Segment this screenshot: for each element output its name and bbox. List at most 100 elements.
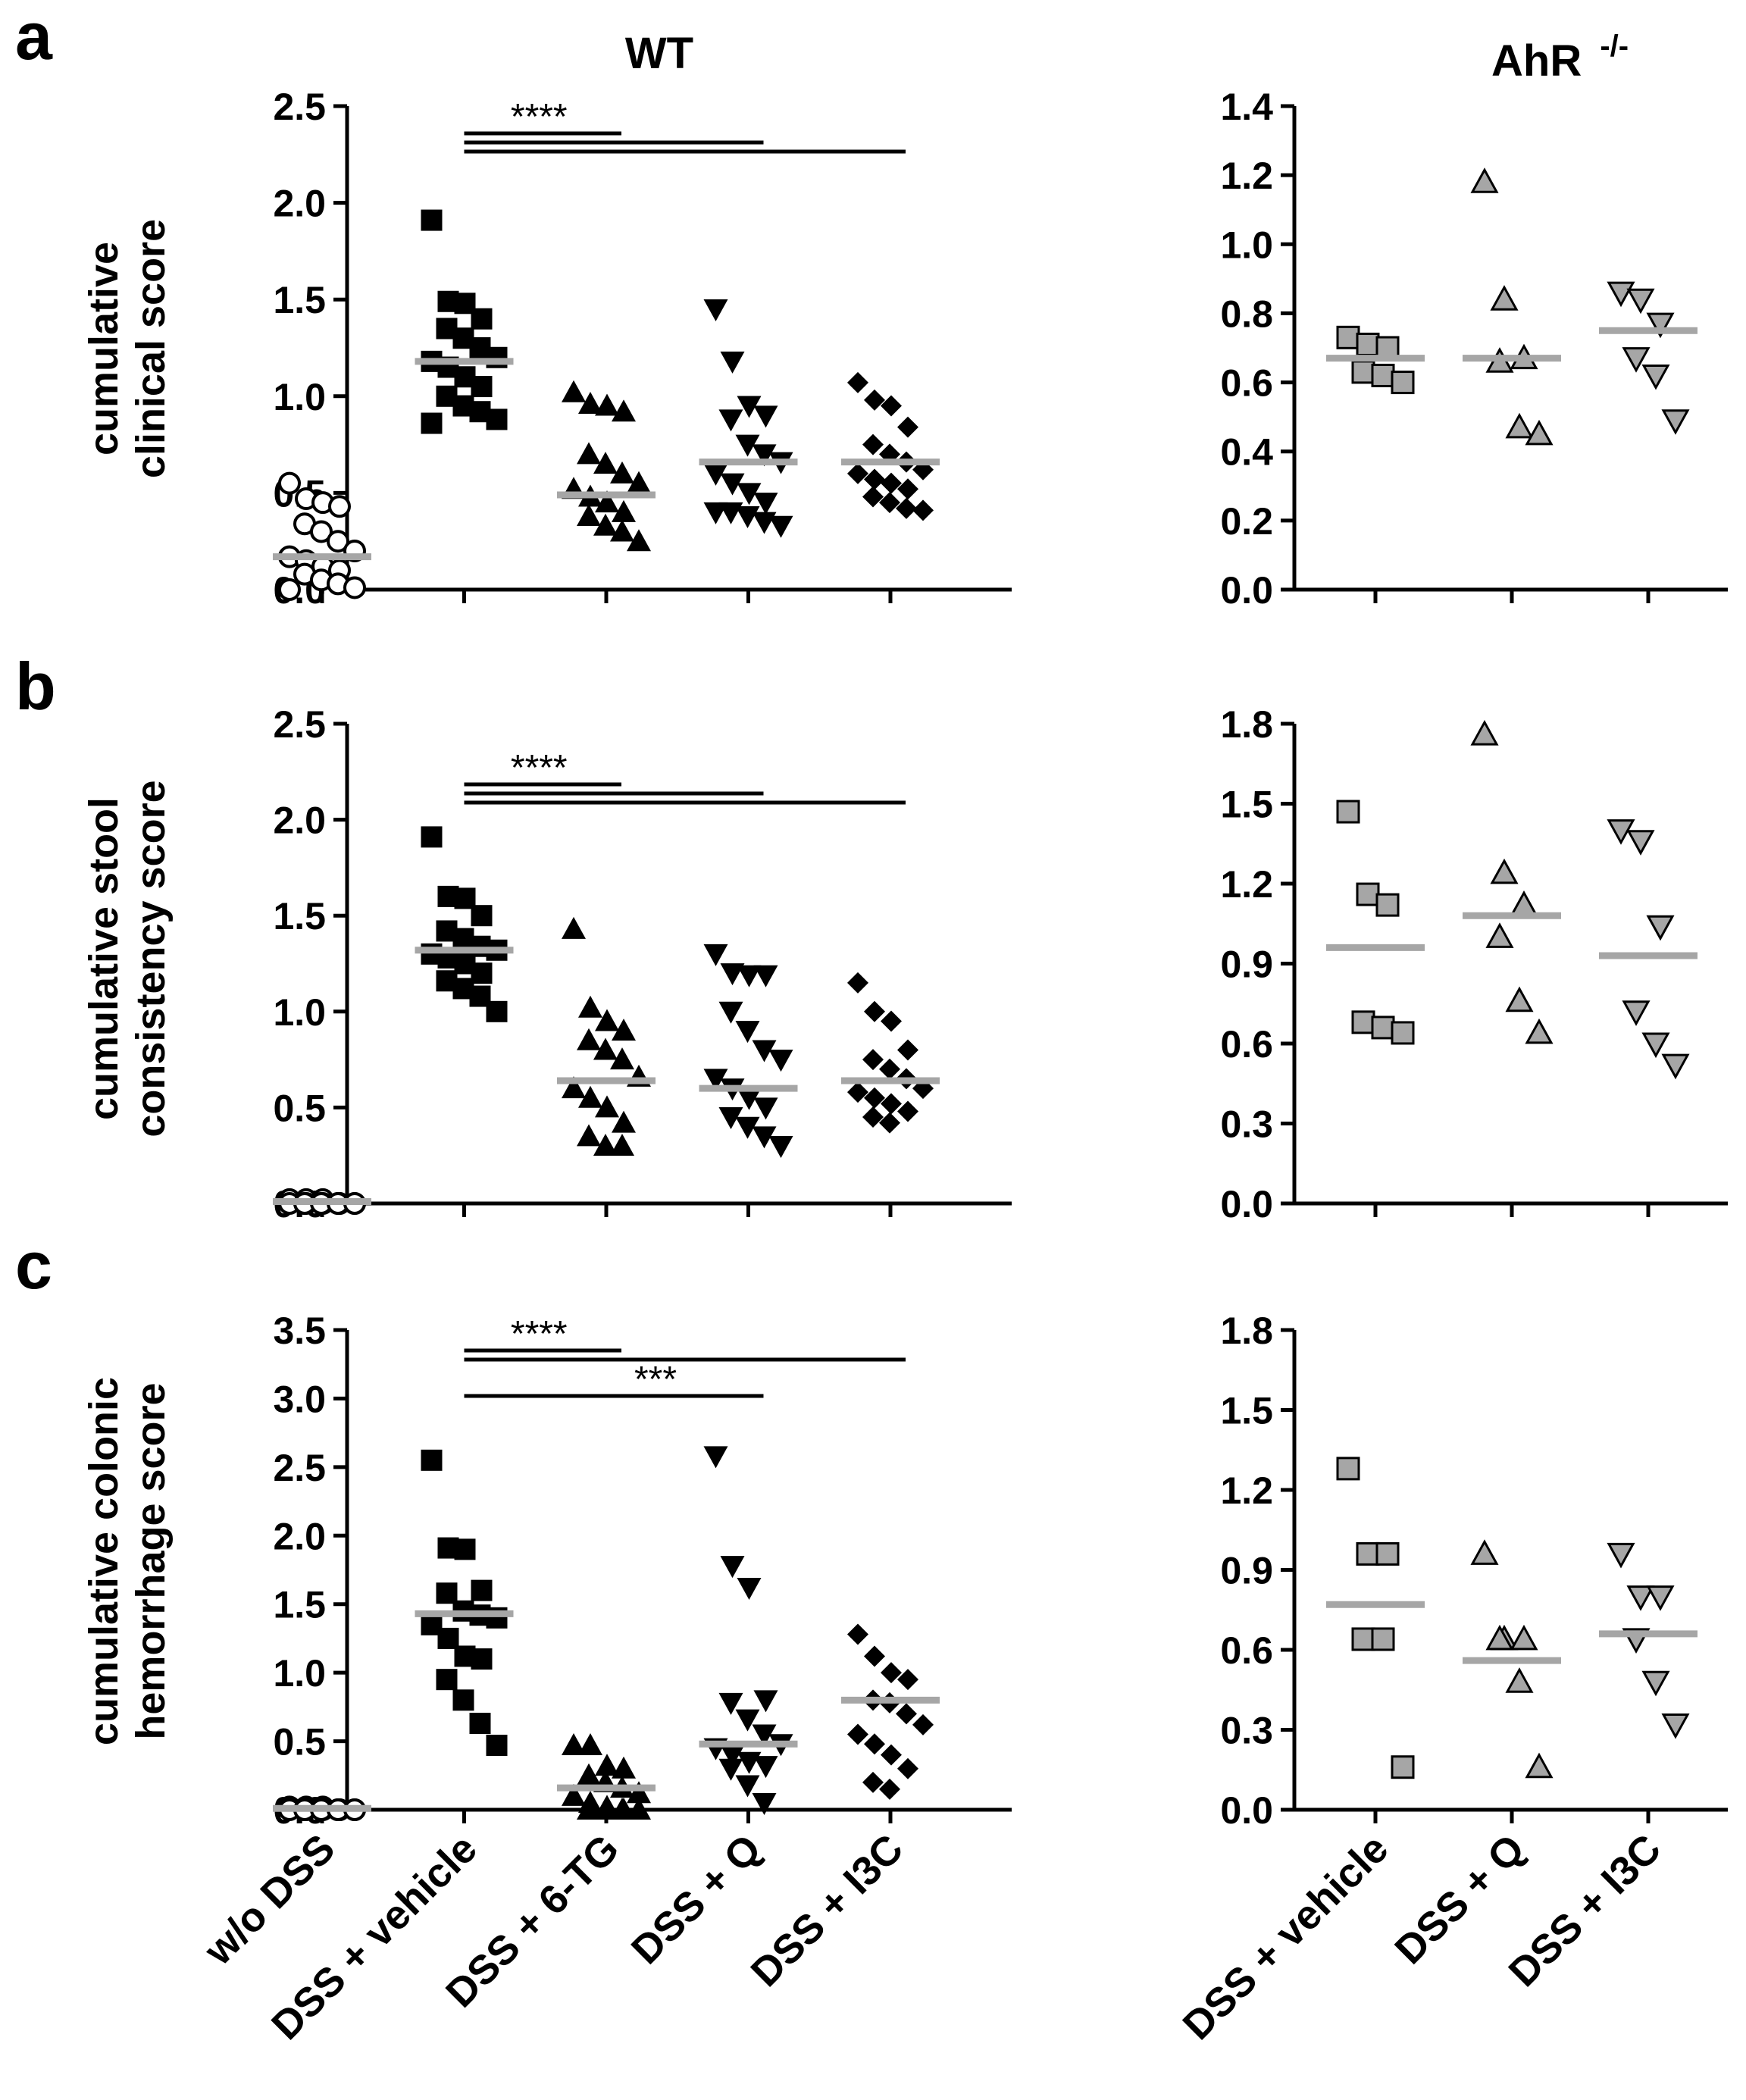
- data-point-diamond: [847, 371, 868, 393]
- data-point-triangle-down: [752, 1792, 777, 1815]
- data-point-square: [486, 1734, 508, 1756]
- data-point-triangle-down: [703, 944, 728, 966]
- y-tick-label: 1.5: [1220, 1390, 1273, 1432]
- data-point-diamond: [897, 1100, 918, 1122]
- data-point-square: [454, 1538, 476, 1560]
- data-point-triangle-up: [627, 529, 651, 552]
- data-point-triangle-up: [612, 1019, 636, 1041]
- data-point-diamond: [864, 389, 885, 411]
- data-point-triangle-up: [1490, 858, 1519, 884]
- data-point-triangle-up: [562, 1076, 586, 1099]
- data-point-diamond: [864, 1733, 885, 1755]
- data-point-diamond: [896, 497, 917, 519]
- y-tick-label: 0.6: [1220, 1629, 1273, 1672]
- data-point-open-circle: [278, 471, 301, 495]
- data-point-diamond: [897, 1669, 918, 1691]
- data-point-diamond: [862, 433, 884, 455]
- data-point-diamond: [879, 1112, 900, 1134]
- header-ahr-superscript: -/-: [1600, 30, 1629, 63]
- data-point-triangle-down: [752, 1724, 777, 1747]
- data-point-triangle-down: [735, 1775, 760, 1798]
- data-point-triangle-up: [578, 1732, 602, 1755]
- data-point-square: [1336, 800, 1360, 824]
- data-point-triangle-up: [562, 916, 586, 939]
- data-point-triangle-up: [612, 1110, 636, 1133]
- data-point-triangle-down: [720, 1745, 745, 1767]
- data-point-triangle-up: [595, 1009, 619, 1031]
- y-tick-label: 0.0: [1220, 1789, 1273, 1832]
- significance-label: ****: [511, 748, 568, 788]
- x-category-label: DSS + Q: [623, 1826, 770, 1973]
- data-point-triangle-down: [737, 396, 762, 418]
- data-point-triangle-up: [577, 1124, 601, 1147]
- data-point-triangle-up: [578, 995, 602, 1018]
- y-tick-label: 2.5: [273, 1447, 326, 1489]
- chart-panel-c-wt: 0.00.51.01.52.02.53.03.5*******w/o DSSDS…: [196, 1310, 1012, 2048]
- data-point-diamond: [881, 1744, 902, 1766]
- y-tick-label: 1.2: [1220, 155, 1273, 197]
- data-point-triangle-down: [1661, 1053, 1690, 1080]
- data-point-triangle-down: [1607, 819, 1635, 845]
- data-point-triangle-down: [753, 493, 778, 515]
- data-point-triangle-up: [593, 1798, 618, 1820]
- data-point-square: [1375, 893, 1400, 917]
- data-point-open-circle: [310, 520, 333, 543]
- y-tick-label: 0.2: [1220, 500, 1273, 543]
- data-point-triangle-up: [1505, 1667, 1534, 1693]
- data-point-triangle-down: [703, 299, 728, 321]
- data-point-triangle-up: [1470, 167, 1499, 193]
- data-point-triangle-down: [735, 1021, 760, 1044]
- data-point-diamond: [847, 1623, 868, 1645]
- data-point-open-circle: [327, 530, 349, 553]
- plots-layer: 0.0 0.5 1.0 1.5 2.0 2.5 **** 0.0 0.2 0.4 0.6 0.8 1.0…: [196, 86, 1728, 2048]
- data-point-triangle-down: [737, 483, 762, 505]
- data-point-triangle-down: [1626, 830, 1655, 856]
- data-point-triangle-up: [610, 1798, 634, 1820]
- panel-letter-c: c: [15, 1228, 52, 1303]
- y-tick-label: 1.0: [273, 376, 326, 418]
- data-point-triangle-down: [718, 1692, 743, 1715]
- chart-panel-b-ahr: 0.0 0.3 0.6 0.9 1.2 1.5 1.8: [1220, 703, 1728, 1225]
- y-tick-label: 3.5: [273, 1310, 326, 1352]
- data-point-square: [1336, 325, 1360, 349]
- y-tick-label: 1.8: [1220, 1310, 1273, 1352]
- y-tick-label: 0.8: [1220, 293, 1273, 335]
- y-tick-label: 0.5: [273, 1721, 326, 1764]
- y-tick-label: 1.2: [1220, 1469, 1273, 1512]
- ylabel-c-line2: hemorrhage score: [128, 1382, 174, 1739]
- data-point-square: [452, 1689, 474, 1711]
- data-point-triangle-up: [593, 1037, 618, 1060]
- data-point-triangle-up: [577, 1028, 601, 1050]
- data-point-square: [1356, 1541, 1380, 1566]
- data-point-triangle-up: [577, 442, 601, 465]
- data-point-triangle-up: [610, 519, 634, 542]
- data-point-triangle-up: [1485, 922, 1514, 948]
- significance-label: ****: [511, 97, 568, 137]
- data-point-triangle-up: [562, 1783, 586, 1806]
- data-point-triangle-down: [752, 1040, 777, 1063]
- y-tick-label: 0.4: [1220, 431, 1273, 474]
- x-category-label: DSS + Q: [1386, 1826, 1533, 1973]
- y-tick-label: 0.6: [1220, 1023, 1273, 1066]
- data-point-diamond: [862, 1106, 884, 1128]
- data-point-triangle-up: [627, 471, 651, 493]
- data-point-diamond: [879, 492, 900, 514]
- data-point-triangle-up: [1525, 419, 1554, 446]
- data-point-triangle-down: [753, 1756, 778, 1779]
- data-point-triangle-down: [718, 1001, 743, 1024]
- data-point-triangle-down: [1626, 1585, 1655, 1611]
- data-point-triangle-down: [753, 965, 778, 987]
- x-category-label: DSS + I3C: [743, 1826, 912, 1995]
- data-point-square: [1371, 363, 1395, 387]
- data-point-square: [1356, 332, 1380, 356]
- data-point-square: [471, 308, 493, 330]
- data-point-triangle-down: [718, 409, 743, 432]
- data-point-diamond: [881, 1010, 902, 1032]
- y-tick-label: 0.3: [1220, 1103, 1273, 1146]
- y-tick-label: 0.0: [1220, 569, 1273, 612]
- chart-panel-a-wt: 0.00.51.01.52.02.5****: [273, 86, 1012, 612]
- data-point-triangle-up: [593, 513, 618, 536]
- data-point-triangle-down: [753, 405, 778, 428]
